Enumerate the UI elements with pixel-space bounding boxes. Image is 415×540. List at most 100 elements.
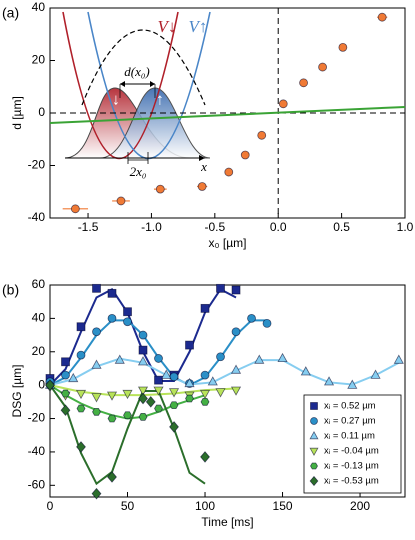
y-tick-label: -40 [28,210,46,224]
point [338,42,348,52]
point [323,376,335,386]
point [91,359,102,369]
point [92,283,101,293]
point [200,370,210,380]
y-tick-label: -20 [28,411,46,425]
point [161,369,172,379]
point [107,414,117,423]
fit-line [49,105,406,124]
point [76,441,86,453]
point [76,350,86,360]
legend-label: xᵢ = 0.11 µm [324,431,375,442]
inset-diagram: V↓ V↑ d(x₀) 2x₀ x ↓ ↑ [62,11,211,179]
x-tick-label: 100 [195,499,215,513]
point [257,130,267,140]
legend-marker [310,417,318,425]
point [247,313,256,323]
point [91,487,102,500]
point [230,386,242,396]
x-tick-label: 0.5 [333,220,350,234]
y-tick-label: 0 [38,377,45,391]
inset-label: ↑ [156,92,164,109]
legend-label: xᵢ = -0.53 µm [324,476,379,487]
legend-marker [309,447,319,457]
point [300,366,311,376]
inset-label: V↑ [189,17,208,36]
point [92,327,101,337]
point [107,288,117,298]
point [278,99,288,109]
y-tick-label: 40 [32,0,46,14]
point [169,421,179,433]
x-axis-label: x₀ [µm] [209,236,247,250]
point [61,370,70,380]
point [138,345,148,355]
point [240,150,250,160]
fit-line [49,384,206,486]
point [155,184,165,194]
point [347,379,358,389]
point [123,411,132,420]
y-tick-label: -60 [28,477,46,491]
point [114,354,125,364]
point [68,372,79,383]
point [61,357,70,367]
point [200,451,210,463]
y-tick-label: 20 [32,344,46,358]
legend-label: xᵢ = 0.27 µm [324,416,376,427]
point [154,375,163,385]
inset-label: ↓ [112,92,120,109]
y-tick-label: 0 [38,105,45,119]
point [215,388,226,398]
inset-label: x [200,159,207,174]
legend-marker [310,402,318,410]
point [91,393,102,403]
point [122,389,133,400]
point [377,12,387,22]
point [123,307,132,317]
y-tick-label: 20 [32,53,46,67]
y-axis-label: DSG [µm] [10,365,24,418]
point [123,317,132,327]
legend-box [303,394,402,494]
point [393,354,404,364]
point [107,313,117,323]
point [185,394,194,403]
point [370,369,381,379]
fit-line [49,357,400,387]
x-tick-label: 1.0 [397,220,414,234]
y-tick-label: 40 [32,311,46,325]
point [230,364,242,374]
point [216,283,225,293]
legend-label: xᵢ = -0.13 µm [324,461,379,472]
legend-label: xᵢ = 0.52 µm [324,401,376,412]
point [168,388,180,398]
point [277,352,288,363]
point [145,396,156,408]
x-tick-label: -1.0 [141,220,162,234]
point [199,389,211,400]
inset-label: d(x₀) [124,64,149,79]
point [200,303,210,313]
point [224,167,234,177]
inset-label: 2x₀ [130,164,147,179]
point [107,471,117,483]
point [262,318,272,328]
point [254,354,265,364]
x-tick-label: -0.5 [204,220,225,234]
point [61,389,70,398]
y-tick-label: -40 [28,444,46,458]
x-tick-label: 200 [350,499,370,513]
point [207,376,218,386]
x-tick-label: 50 [121,499,135,513]
y-tick-label: -20 [28,158,46,172]
point [76,404,86,413]
point [45,379,55,391]
point [116,196,126,206]
point [60,404,71,417]
point [106,391,118,401]
point [200,397,210,406]
point [138,330,148,340]
x-axis-label: Time [ms] [201,515,253,529]
